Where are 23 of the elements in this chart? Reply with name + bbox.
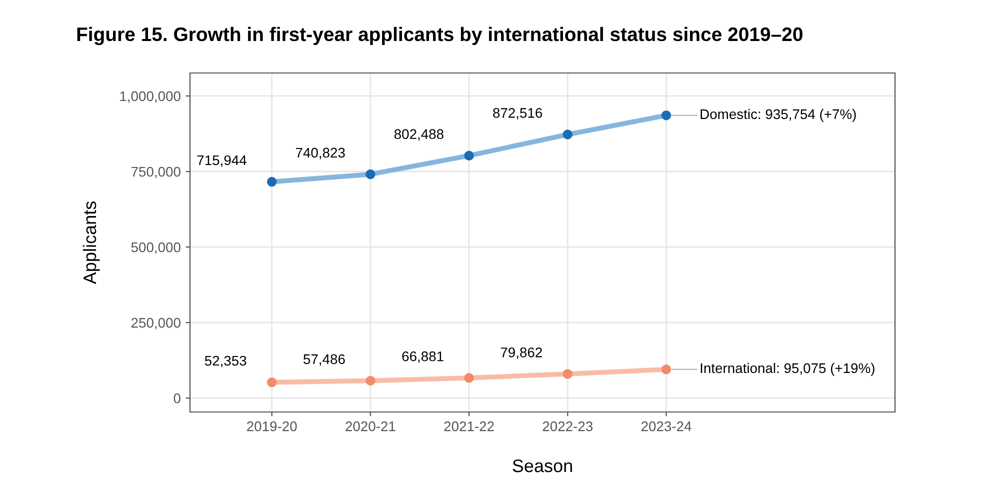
x-tick-label: 2022-23 bbox=[542, 421, 593, 432]
data-label: 872,516 bbox=[493, 108, 542, 120]
data-label: 740,823 bbox=[296, 148, 345, 160]
x-tick-label: 2021-22 bbox=[444, 421, 494, 432]
data-label: 79,862 bbox=[500, 348, 542, 359]
data-label: 52,353 bbox=[204, 356, 246, 368]
x-tick-label: 2023-24 bbox=[641, 421, 692, 432]
annotation: International: 95,075 (+19%) bbox=[700, 362, 874, 376]
y-tick-label: 500,000 bbox=[131, 242, 180, 254]
x-tick-label: 2020-21 bbox=[346, 421, 396, 432]
y-tick-label: 0 bbox=[174, 393, 180, 404]
x-tick-label: 2019-20 bbox=[247, 421, 297, 432]
y-axis-title: Applicants bbox=[82, 202, 100, 284]
data-label: 715,944 bbox=[197, 155, 246, 167]
x-axis-title: Season bbox=[512, 459, 572, 472]
y-tick-label: 750,000 bbox=[131, 166, 180, 178]
y-tick-label: 1,000,000 bbox=[120, 91, 180, 103]
annotation: Domestic: 935,754 (+7%) bbox=[700, 108, 856, 122]
y-tick-label: 250,000 bbox=[131, 318, 180, 330]
data-label: 66,881 bbox=[402, 351, 444, 363]
data-label: 802,488 bbox=[394, 129, 444, 141]
chart-title: Figure 15. Growth in first-year applicants by international status since 2019–20 bbox=[77, 26, 802, 46]
data-label: 57,486 bbox=[304, 354, 345, 366]
